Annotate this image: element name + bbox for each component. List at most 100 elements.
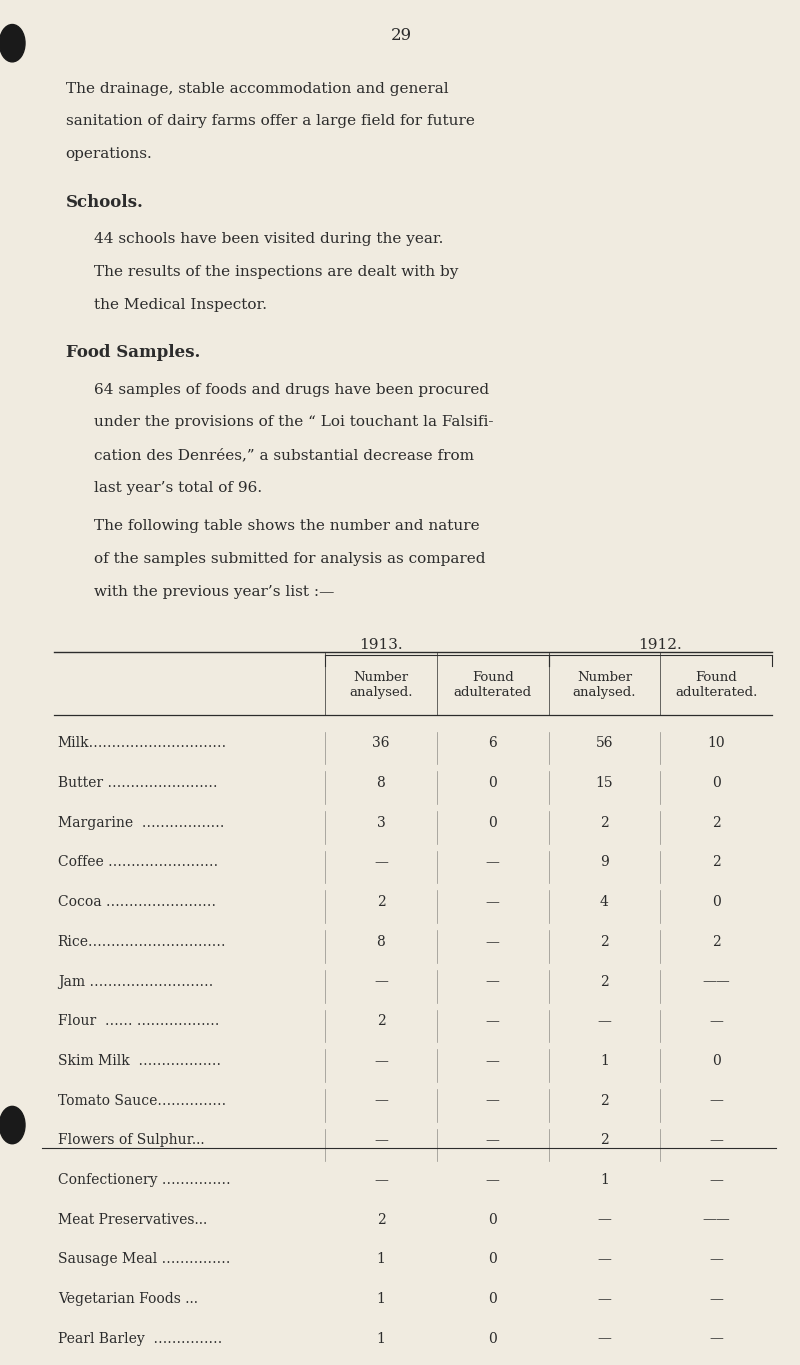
Text: 10: 10: [707, 737, 725, 751]
Circle shape: [0, 25, 25, 61]
Text: 2: 2: [600, 1093, 609, 1107]
Text: 64 samples of foods and drugs have been procured: 64 samples of foods and drugs have been …: [94, 382, 489, 397]
Text: Rice…………………………: Rice…………………………: [58, 935, 226, 949]
Text: 2: 2: [377, 1014, 386, 1028]
Text: Milk…………………………: Milk…………………………: [58, 737, 227, 751]
Text: 1912.: 1912.: [638, 639, 682, 652]
Text: 0: 0: [488, 1291, 497, 1306]
Text: 15: 15: [596, 777, 614, 790]
Text: under the provisions of the “ Loi touchant la Falsifi-: under the provisions of the “ Loi toucha…: [94, 415, 493, 430]
Text: 1: 1: [600, 1054, 609, 1067]
Text: Found
adulterated.: Found adulterated.: [675, 672, 758, 699]
Text: —: —: [598, 1014, 611, 1028]
Text: —: —: [598, 1332, 611, 1346]
Text: —: —: [486, 975, 500, 988]
Text: Pearl Barley  ……………: Pearl Barley ……………: [58, 1332, 222, 1346]
Circle shape: [0, 1107, 25, 1144]
Text: ——: ——: [702, 975, 730, 988]
Text: Schools.: Schools.: [66, 194, 143, 210]
Text: Sausage Meal ……………: Sausage Meal ……………: [58, 1252, 230, 1267]
Text: —: —: [486, 1093, 500, 1107]
Text: Flour  …… ………………: Flour …… ………………: [58, 1014, 219, 1028]
Text: Confectionery ……………: Confectionery ……………: [58, 1173, 230, 1188]
Text: —: —: [598, 1291, 611, 1306]
Text: operations.: operations.: [66, 147, 153, 161]
Text: —: —: [374, 1093, 388, 1107]
Text: —: —: [374, 856, 388, 870]
Text: Tomato Sauce……………: Tomato Sauce……………: [58, 1093, 226, 1107]
Text: Number
analysed.: Number analysed.: [350, 672, 413, 699]
Text: —: —: [710, 1252, 723, 1267]
Text: 2: 2: [377, 895, 386, 909]
Text: —: —: [598, 1212, 611, 1227]
Text: ——: ——: [702, 1212, 730, 1227]
Text: Margarine  ………………: Margarine ………………: [58, 816, 224, 830]
Text: 36: 36: [372, 737, 390, 751]
Text: 29: 29: [390, 27, 411, 44]
Text: Number
analysed.: Number analysed.: [573, 672, 636, 699]
Text: 0: 0: [712, 895, 721, 909]
Text: 0: 0: [488, 816, 497, 830]
Text: 0: 0: [488, 777, 497, 790]
Text: 0: 0: [488, 1332, 497, 1346]
Text: 1: 1: [600, 1173, 609, 1188]
Text: Coffee ……………………: Coffee ……………………: [58, 856, 218, 870]
Text: Flowers of Sulphur...: Flowers of Sulphur...: [58, 1133, 204, 1147]
Text: Found
adulterated: Found adulterated: [454, 672, 532, 699]
Text: 9: 9: [600, 856, 609, 870]
Text: The following table shows the number and nature: The following table shows the number and…: [94, 519, 479, 534]
Text: —: —: [374, 975, 388, 988]
Text: 2: 2: [600, 1133, 609, 1147]
Text: 8: 8: [377, 777, 386, 790]
Text: cation des Denrées,” a substantial decrease from: cation des Denrées,” a substantial decre…: [94, 448, 474, 463]
Text: —: —: [486, 935, 500, 949]
Text: 1913.: 1913.: [359, 639, 402, 652]
Text: 1: 1: [377, 1332, 386, 1346]
Text: 8: 8: [377, 935, 386, 949]
Text: sanitation of dairy farms offer a large field for future: sanitation of dairy farms offer a large …: [66, 115, 474, 128]
Text: 2: 2: [712, 816, 721, 830]
Text: 4: 4: [600, 895, 609, 909]
Text: 3: 3: [377, 816, 386, 830]
Text: Cocoa ……………………: Cocoa ……………………: [58, 895, 216, 909]
Text: The drainage, stable accommodation and general: The drainage, stable accommodation and g…: [66, 82, 448, 96]
Text: —: —: [710, 1173, 723, 1188]
Text: 2: 2: [600, 975, 609, 988]
Text: 2: 2: [600, 816, 609, 830]
Text: 2: 2: [377, 1212, 386, 1227]
Text: 6: 6: [488, 737, 497, 751]
Text: Skim Milk  ………………: Skim Milk ………………: [58, 1054, 221, 1067]
Text: the Medical Inspector.: the Medical Inspector.: [94, 298, 266, 311]
Text: 2: 2: [712, 856, 721, 870]
Text: —: —: [710, 1332, 723, 1346]
Text: last year’s total of 96.: last year’s total of 96.: [94, 480, 262, 495]
Text: —: —: [374, 1054, 388, 1067]
Text: 2: 2: [600, 935, 609, 949]
Text: —: —: [710, 1133, 723, 1147]
Text: 0: 0: [712, 1054, 721, 1067]
Text: 0: 0: [488, 1212, 497, 1227]
Text: —: —: [486, 1014, 500, 1028]
Text: Vegetarian Foods ...: Vegetarian Foods ...: [58, 1291, 198, 1306]
Text: Butter ……………………: Butter ……………………: [58, 777, 218, 790]
Text: —: —: [374, 1173, 388, 1188]
Text: 1: 1: [377, 1252, 386, 1267]
Text: —: —: [486, 856, 500, 870]
Text: Jam ………………………: Jam ………………………: [58, 975, 213, 988]
Text: —: —: [710, 1093, 723, 1107]
Text: 1: 1: [377, 1291, 386, 1306]
Text: 2: 2: [712, 935, 721, 949]
Text: —: —: [710, 1291, 723, 1306]
Text: —: —: [486, 1054, 500, 1067]
Text: —: —: [486, 1133, 500, 1147]
Text: Meat Preservatives...: Meat Preservatives...: [58, 1212, 207, 1227]
Text: Food Samples.: Food Samples.: [66, 344, 200, 362]
Text: —: —: [486, 1173, 500, 1188]
Text: with the previous year’s list :—: with the previous year’s list :—: [94, 584, 334, 599]
Text: —: —: [486, 895, 500, 909]
Text: —: —: [598, 1252, 611, 1267]
Text: 56: 56: [596, 737, 614, 751]
Text: 44 schools have been visited during the year.: 44 schools have been visited during the …: [94, 232, 443, 246]
Text: —: —: [374, 1133, 388, 1147]
Text: 0: 0: [712, 777, 721, 790]
